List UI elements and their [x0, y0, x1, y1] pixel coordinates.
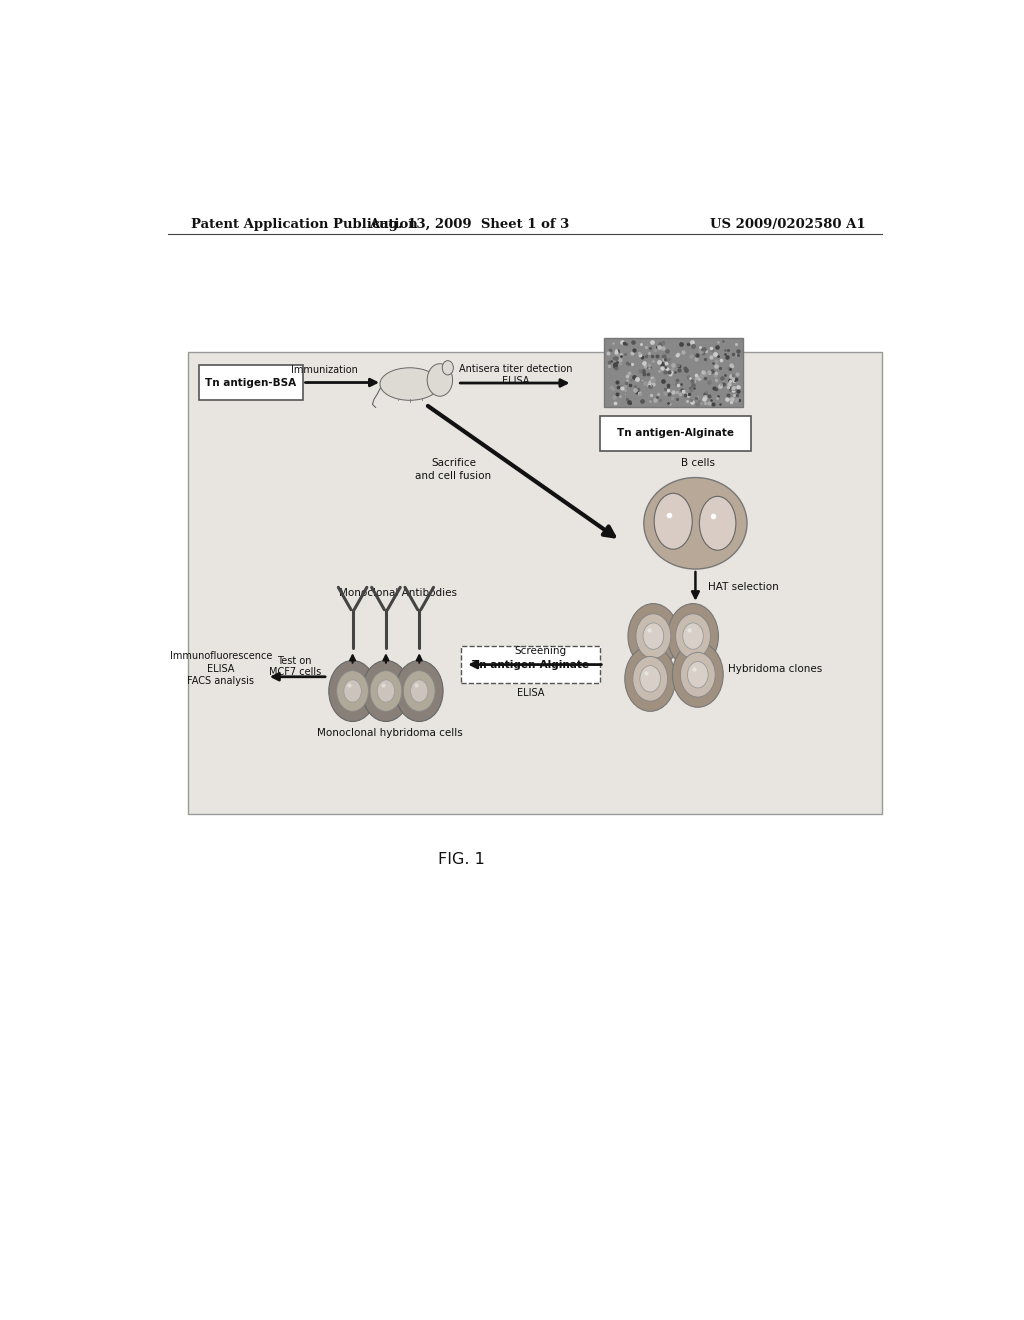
- Circle shape: [640, 665, 660, 692]
- Circle shape: [395, 660, 443, 722]
- Circle shape: [668, 603, 719, 669]
- Circle shape: [362, 660, 410, 722]
- Circle shape: [680, 652, 715, 697]
- Text: MCF7 cells: MCF7 cells: [268, 667, 321, 677]
- Text: ELISA: ELISA: [207, 664, 234, 673]
- Circle shape: [625, 647, 676, 711]
- Circle shape: [370, 671, 401, 711]
- Circle shape: [633, 656, 668, 701]
- Text: FIG. 1: FIG. 1: [438, 853, 484, 867]
- Circle shape: [683, 623, 703, 649]
- Text: B cells: B cells: [681, 458, 715, 469]
- Circle shape: [643, 623, 664, 649]
- Circle shape: [377, 680, 394, 702]
- Text: Tn antigen-Alginate: Tn antigen-Alginate: [472, 660, 589, 669]
- Text: FACS analysis: FACS analysis: [187, 676, 254, 686]
- Text: Sacrifice: Sacrifice: [431, 458, 476, 469]
- Text: Tn antigen-Alginate: Tn antigen-Alginate: [617, 428, 734, 438]
- Text: and cell fusion: and cell fusion: [416, 470, 492, 480]
- FancyBboxPatch shape: [200, 364, 303, 400]
- Circle shape: [337, 671, 369, 711]
- Circle shape: [403, 671, 435, 711]
- Ellipse shape: [654, 494, 692, 549]
- Text: ELISA: ELISA: [502, 376, 529, 385]
- FancyBboxPatch shape: [600, 416, 751, 451]
- Circle shape: [344, 680, 361, 702]
- Text: Patent Application Publication: Patent Application Publication: [191, 218, 418, 231]
- Circle shape: [687, 661, 709, 688]
- Circle shape: [329, 660, 377, 722]
- Circle shape: [411, 680, 428, 702]
- Text: Immunization: Immunization: [292, 366, 358, 375]
- Text: Monoclonal hybridoma cells: Monoclonal hybridoma cells: [317, 727, 463, 738]
- FancyBboxPatch shape: [187, 351, 882, 814]
- Text: Screening: Screening: [515, 647, 566, 656]
- Text: Tn antigen-BSA: Tn antigen-BSA: [206, 378, 297, 388]
- Text: Monoclonal Antibodies: Monoclonal Antibodies: [339, 589, 457, 598]
- Ellipse shape: [699, 496, 736, 550]
- Circle shape: [442, 360, 454, 375]
- Text: Test on: Test on: [278, 656, 312, 665]
- Text: Immunofluorescence: Immunofluorescence: [170, 652, 272, 661]
- Circle shape: [427, 364, 453, 396]
- Ellipse shape: [380, 368, 439, 400]
- Text: US 2009/0202580 A1: US 2009/0202580 A1: [711, 218, 866, 231]
- Circle shape: [673, 643, 723, 708]
- Text: ELISA: ELISA: [517, 688, 545, 698]
- Text: Aug. 13, 2009  Sheet 1 of 3: Aug. 13, 2009 Sheet 1 of 3: [369, 218, 569, 231]
- Text: Antisera titer detection: Antisera titer detection: [459, 364, 572, 374]
- Ellipse shape: [644, 478, 748, 569]
- Text: Hybridoma clones: Hybridoma clones: [728, 664, 822, 673]
- FancyBboxPatch shape: [461, 647, 600, 682]
- Circle shape: [676, 614, 711, 659]
- FancyBboxPatch shape: [604, 338, 743, 408]
- Text: HAT selection: HAT selection: [708, 582, 778, 593]
- Circle shape: [628, 603, 679, 669]
- Circle shape: [636, 614, 671, 659]
